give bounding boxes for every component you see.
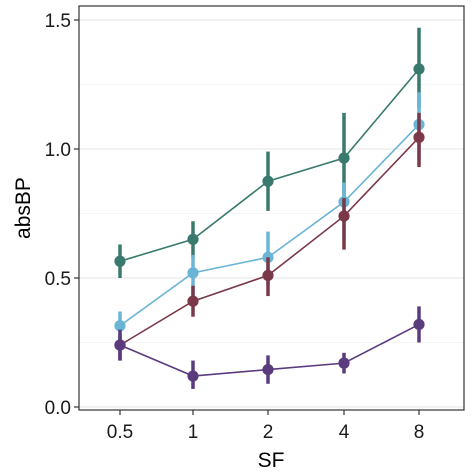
data-point (114, 339, 126, 351)
x-axis-title: SF (258, 449, 285, 472)
y-axis-ticks: 0.0 0.5 1.0 1.5 (45, 11, 79, 419)
data-point (338, 152, 350, 164)
plot-panel-border (78, 5, 465, 411)
data-point (262, 175, 274, 187)
grid-lines (79, 19, 464, 408)
data-point (187, 267, 199, 279)
data-point (338, 357, 350, 369)
series-2 (114, 92, 425, 340)
y-tick-label: 1.0 (45, 140, 71, 161)
data-point (413, 318, 425, 331)
x-tick-label: 4 (339, 422, 350, 443)
series-4 (114, 306, 425, 389)
data-point (114, 320, 126, 332)
x-tick-label: 1 (188, 422, 199, 443)
x-tick-label: 8 (414, 422, 425, 443)
series-layer (114, 27, 425, 389)
data-point (338, 210, 350, 222)
y-tick-label: 1.5 (45, 11, 71, 32)
y-axis-title: absBP (12, 177, 35, 239)
data-point (262, 363, 274, 376)
data-point (114, 255, 126, 267)
x-tick-label: 0.5 (107, 422, 133, 443)
data-point (187, 370, 199, 382)
y-tick-label: 0.0 (45, 398, 71, 419)
data-point (187, 233, 199, 245)
x-axis-ticks: 0.5 1 2 4 8 (107, 410, 425, 443)
data-point (262, 269, 274, 282)
y-tick-label: 0.5 (45, 269, 71, 290)
data-point (413, 63, 425, 75)
x-tick-label: 2 (263, 422, 274, 443)
data-point (413, 131, 425, 143)
data-point (187, 295, 199, 307)
